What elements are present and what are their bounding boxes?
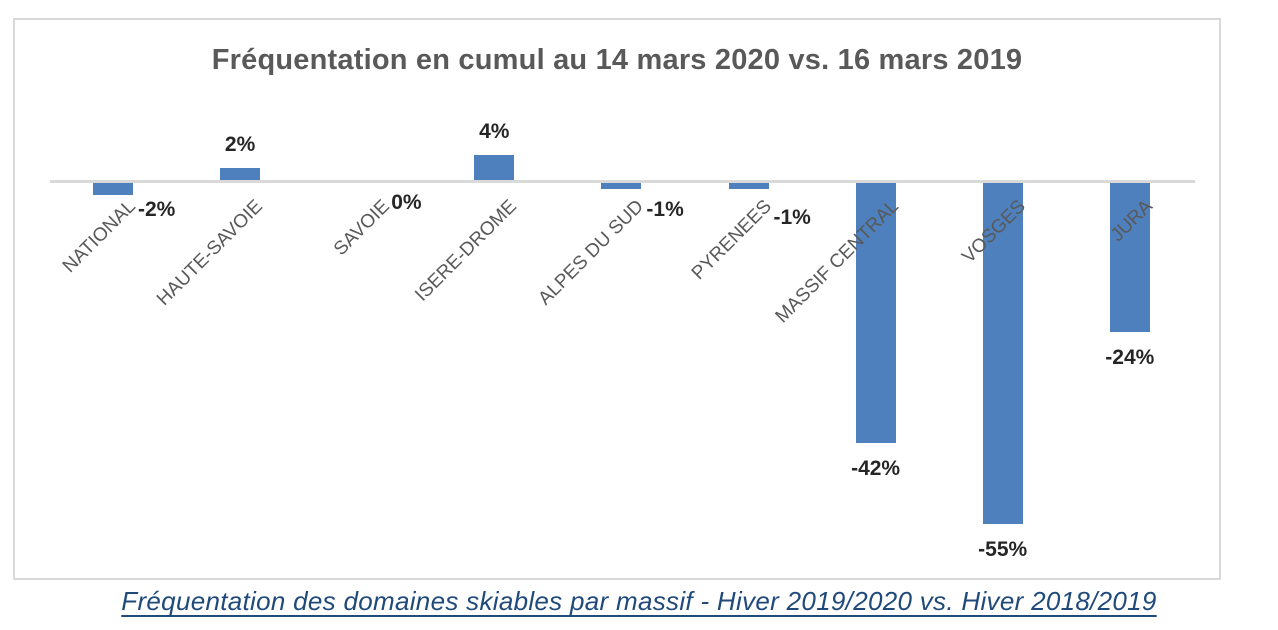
figure-caption: Fréquentation des domaines skiables par …: [121, 586, 1157, 616]
value-label: 2%: [224, 133, 256, 156]
chart-title: Fréquentation en cumul au 14 mars 2020 v…: [211, 44, 1023, 76]
bar: [855, 183, 896, 443]
value-label: -1%: [646, 198, 684, 221]
value-label: -1%: [773, 206, 811, 229]
value-label: 4%: [479, 120, 510, 143]
bar: [93, 183, 133, 195]
bar: [474, 155, 515, 180]
x-axis-line: [50, 180, 1195, 183]
value-label: 0%: [391, 191, 422, 214]
bar: [982, 183, 1023, 524]
value-label: -42%: [851, 457, 901, 480]
value-label: -2%: [138, 198, 176, 221]
value-label: -55%: [978, 538, 1028, 561]
chart-area: Fréquentation en cumul au 14 mars 2020 v…: [13, 18, 1221, 580]
bar: [728, 183, 769, 189]
bar: [601, 183, 642, 189]
value-label: -24%: [1105, 346, 1155, 369]
bar: [220, 168, 261, 180]
bar: [1109, 183, 1150, 332]
